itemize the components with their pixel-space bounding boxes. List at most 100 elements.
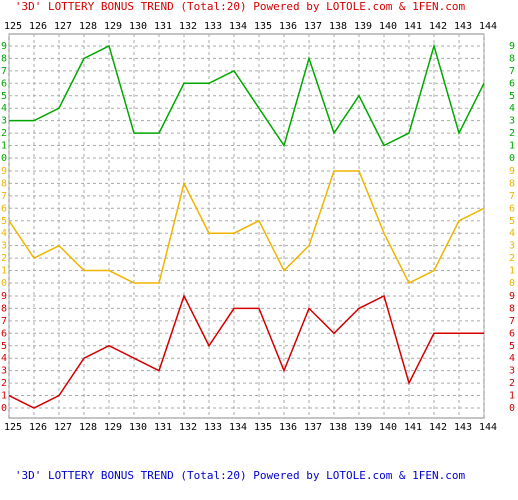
y-tick-label: 2	[1, 128, 7, 139]
y-tick-label-right: 9	[509, 291, 515, 302]
x-tick-label-bottom: 133	[204, 422, 222, 433]
x-tick-label-bottom: 126	[29, 422, 47, 433]
y-tick-label-right: 7	[509, 316, 515, 327]
y-tick-label: 8	[1, 53, 7, 64]
x-tick-label-bottom: 135	[254, 422, 272, 433]
x-tick-label: 143	[454, 21, 472, 32]
x-tick-label: 134	[229, 21, 247, 32]
y-tick-label: 0	[1, 278, 7, 289]
x-tick-label-bottom: 141	[404, 422, 422, 433]
x-tick-label-bottom: 143	[454, 422, 472, 433]
y-tick-label-right: 6	[509, 203, 515, 214]
x-tick-label: 139	[354, 21, 372, 32]
x-tick-label: 136	[279, 21, 297, 32]
y-tick-label: 4	[1, 353, 7, 364]
x-tick-label: 144	[479, 21, 497, 32]
y-tick-label-right: 9	[509, 166, 515, 177]
plot-frame	[8, 33, 485, 419]
y-tick-label: 4	[1, 228, 7, 239]
y-tick-label: 6	[1, 78, 7, 89]
y-tick-label-right: 3	[509, 116, 515, 127]
x-tick-label: 142	[429, 21, 447, 32]
y-tick-label-right: 0	[509, 153, 515, 164]
y-tick-label-right: 9	[509, 41, 515, 52]
y-tick-label-right: 8	[509, 178, 515, 189]
trend-line	[8, 170, 485, 285]
y-tick-label: 6	[1, 203, 7, 214]
y-tick-label-right: 3	[509, 241, 515, 252]
y-tick-label: 1	[1, 141, 7, 152]
y-tick-label: 9	[1, 41, 7, 52]
x-tick-label-bottom: 130	[129, 422, 147, 433]
y-tick-label-right: 4	[509, 353, 515, 364]
y-tick-label-right: 4	[509, 103, 515, 114]
y-tick-label-right: 5	[509, 91, 515, 102]
y-tick-label-right: 7	[509, 191, 515, 202]
x-tick-label-bottom: 142	[429, 422, 447, 433]
trend-line	[9, 43, 485, 148]
y-tick-label-right: 7	[509, 66, 515, 77]
y-tick-label-right: 4	[509, 228, 515, 239]
y-tick-label: 2	[1, 253, 7, 264]
x-tick-label: 126	[29, 21, 47, 32]
y-tick-label-right: 1	[509, 141, 515, 152]
y-tick-label-right: 8	[509, 53, 515, 64]
x-tick-label: 137	[304, 21, 322, 32]
y-tick-label: 0	[1, 403, 7, 414]
y-tick-label: 6	[1, 328, 7, 339]
x-tick-label-bottom: 137	[304, 422, 322, 433]
x-tick-label-bottom: 134	[229, 422, 247, 433]
y-tick-label: 8	[1, 178, 7, 189]
y-tick-label: 0	[1, 153, 7, 164]
x-tick-label: 131	[154, 21, 172, 32]
y-tick-label-right: 2	[509, 128, 515, 139]
chart-title: '3D' LOTTERY BONUS TREND (Total:20) Powe…	[15, 0, 466, 13]
y-tick-label-right: 5	[509, 341, 515, 352]
y-tick-label: 7	[1, 66, 7, 77]
y-tick-label: 3	[1, 116, 7, 127]
y-tick-label: 2	[1, 378, 7, 389]
y-tick-label-right: 1	[509, 391, 515, 402]
x-tick-label-bottom: 129	[104, 422, 122, 433]
x-tick-label-bottom: 138	[329, 422, 347, 433]
y-tick-label: 3	[1, 241, 7, 252]
x-tick-label-bottom: 139	[354, 422, 372, 433]
y-tick-label: 3	[1, 366, 7, 377]
x-tick-label: 138	[329, 21, 347, 32]
x-tick-label-bottom: 144	[479, 422, 497, 433]
chart-title-bottom: '3D' LOTTERY BONUS TREND (Total:20) Powe…	[15, 469, 466, 482]
y-tick-label: 9	[1, 166, 7, 177]
x-tick-label: 135	[254, 21, 272, 32]
y-tick-label: 7	[1, 191, 7, 202]
trend-line	[8, 294, 484, 409]
x-tick-label-bottom: 136	[279, 422, 297, 433]
x-tick-label-bottom: 125	[4, 422, 22, 433]
x-tick-label: 132	[179, 21, 197, 32]
y-tick-label: 5	[1, 341, 7, 352]
y-tick-label-right: 3	[509, 366, 515, 377]
x-tick-label: 141	[404, 21, 422, 32]
x-tick-label-bottom: 140	[379, 422, 397, 433]
y-tick-label: 7	[1, 316, 7, 327]
y-tick-label-right: 2	[509, 253, 515, 264]
y-tick-label-right: 6	[509, 328, 515, 339]
x-tick-label: 130	[129, 21, 147, 32]
y-tick-label: 4	[1, 103, 7, 114]
x-tick-label-bottom: 127	[54, 422, 72, 433]
x-tick-label-bottom: 131	[154, 422, 172, 433]
x-tick-label: 140	[379, 21, 397, 32]
y-tick-label-right: 1	[509, 266, 515, 277]
y-tick-label: 1	[1, 391, 7, 402]
x-tick-label: 125	[4, 21, 22, 32]
y-tick-label-right: 0	[509, 403, 515, 414]
x-tick-label-bottom: 132	[179, 422, 197, 433]
y-tick-label: 1	[1, 266, 7, 277]
y-tick-label: 5	[1, 91, 7, 102]
x-tick-label: 133	[204, 21, 222, 32]
y-tick-label-right: 0	[509, 278, 515, 289]
y-tick-label-right: 8	[509, 303, 515, 314]
x-tick-label: 129	[104, 21, 122, 32]
y-tick-label: 9	[1, 291, 7, 302]
x-tick-label: 127	[54, 21, 72, 32]
